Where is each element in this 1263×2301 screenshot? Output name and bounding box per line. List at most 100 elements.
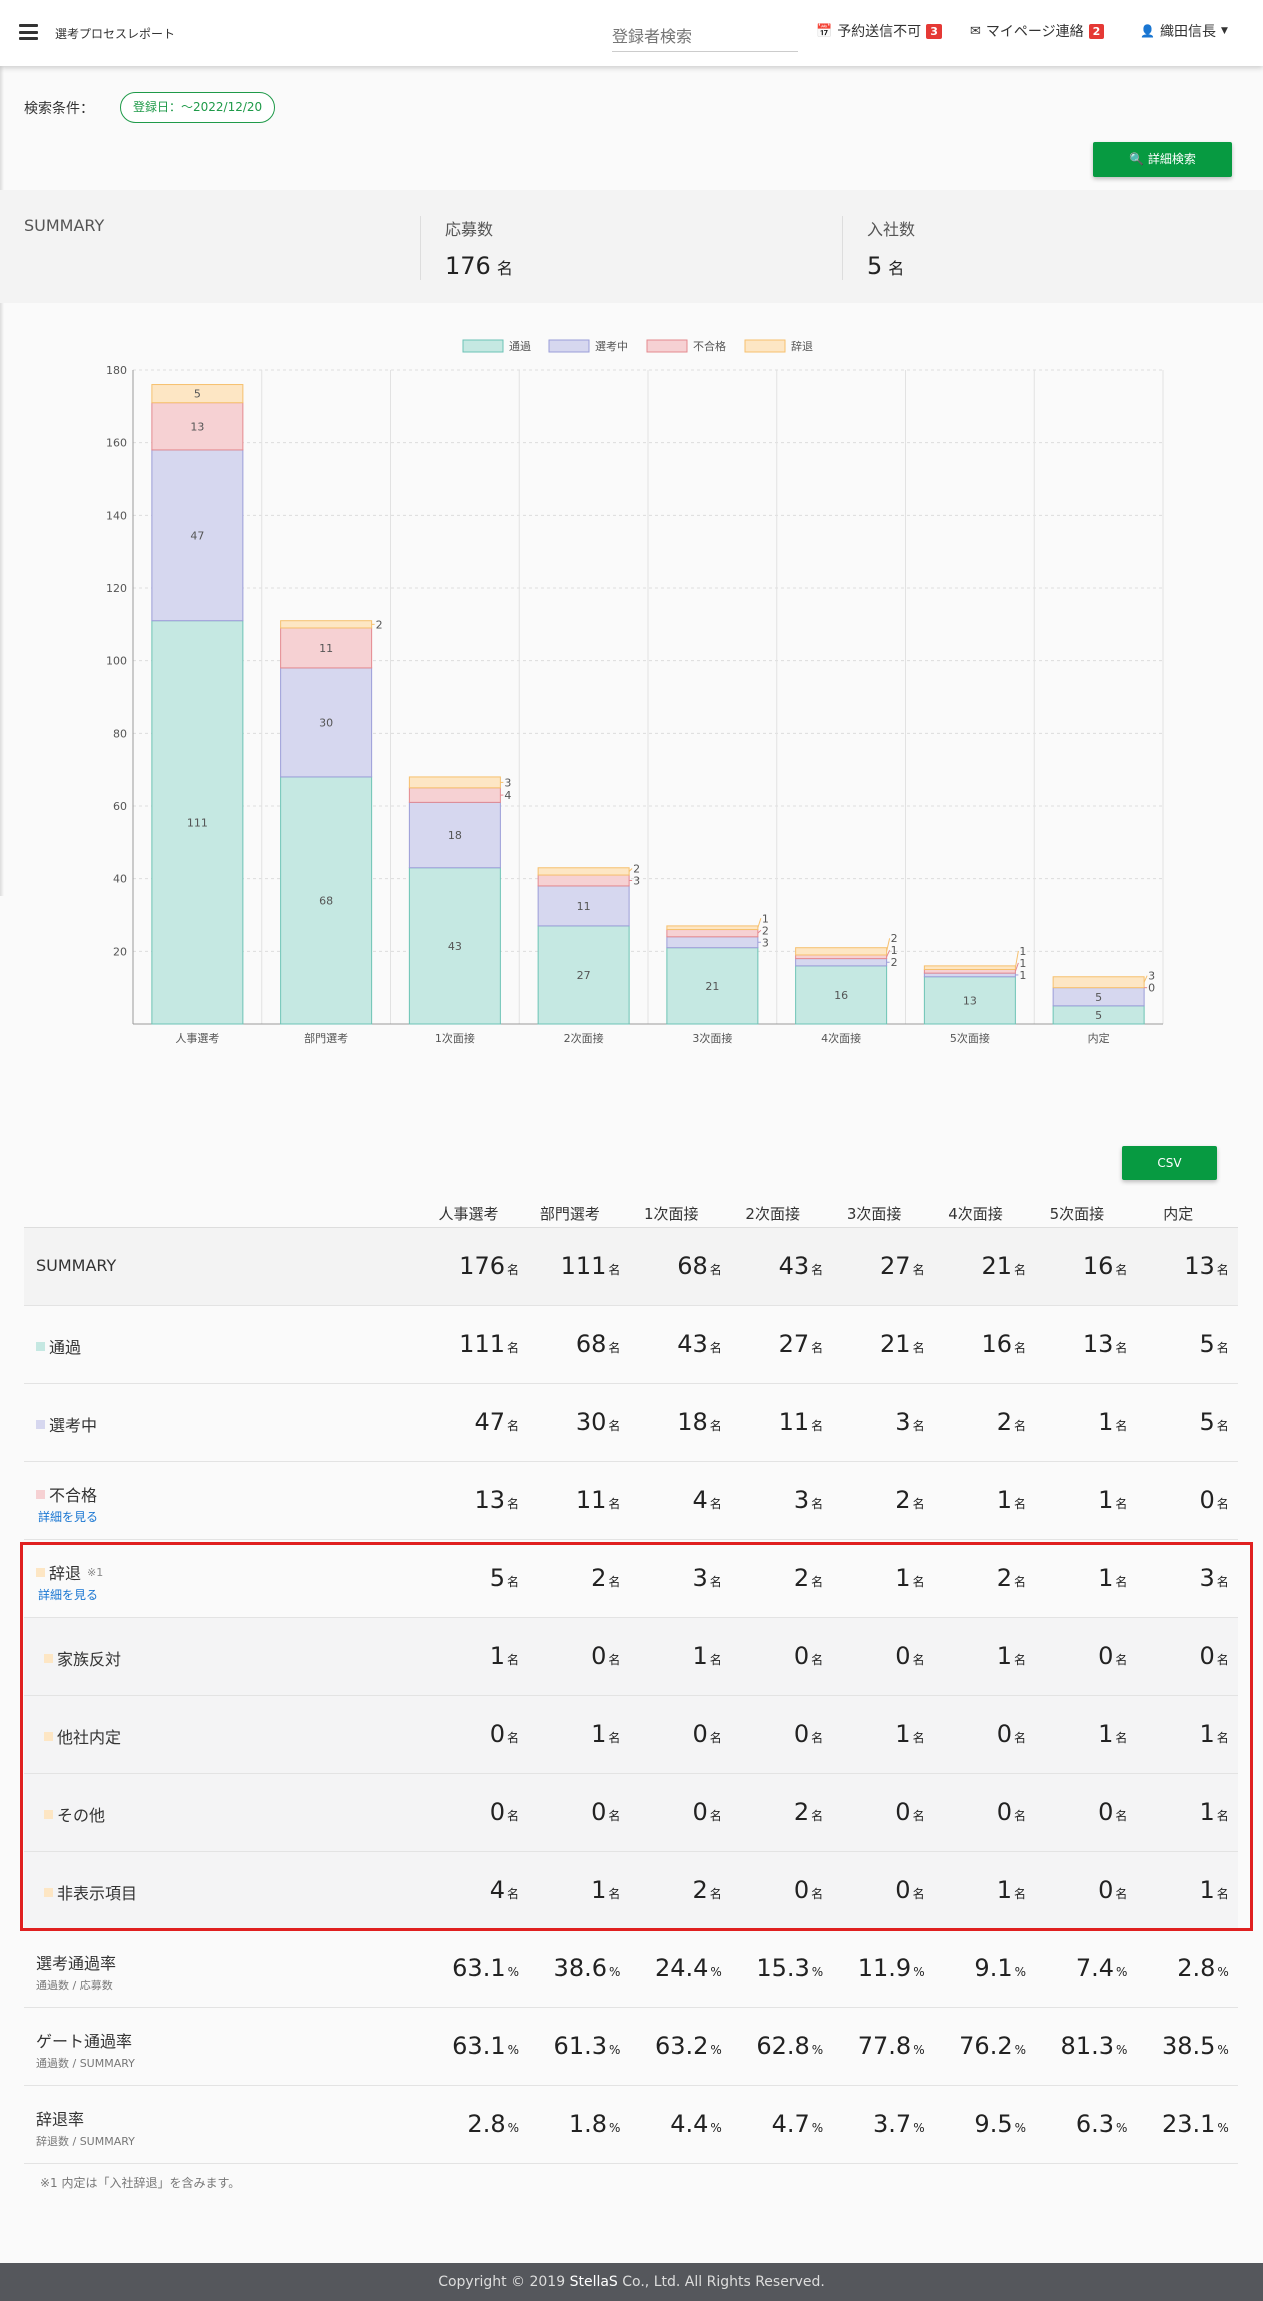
applicants-stat: 応募数 176 名 [445,216,513,280]
table-cell: 13 名 [1082,1330,1128,1358]
table-cell: 3.7% [873,2110,925,2138]
table-cell: 27 名 [880,1252,925,1280]
details-link[interactable]: 詳細を見る [38,1588,99,1602]
table-row: 不合格 詳細を見る 13 名 11 名 4 名 3 名 2 名 1 名 1 名 0 名 [24,1462,1238,1540]
table-cell: 4.4% [670,2110,722,2138]
hires-label: 入社数 [867,220,916,239]
user-icon: 👤 [1140,24,1155,38]
table-cell: 9.1% [974,1954,1026,1982]
filter-chip[interactable]: 登録日：～2022/12/20 [120,92,276,123]
table-cell: 77.8% [857,2032,925,2060]
data-label: 1 [762,912,769,925]
user-menu[interactable]: 👤 織田信長 ▼ [1140,21,1228,41]
x-tick-label: 1次面接 [435,1031,475,1045]
filter-label: 検索条件： [24,101,94,117]
bar-segment [537,867,630,876]
brand: StellaS [569,2274,618,2290]
table-row: 他社内定 0 名 1 名 0 名 0 名 1 名 0 名 1 名 1 名 [24,1696,1238,1774]
bar-segment [408,787,501,803]
data-label: 13 [190,420,204,433]
user-name: 織田信長 [1159,24,1216,40]
y-tick-label: 20 [113,945,127,958]
csv-export-button[interactable]: CSV [1122,1146,1217,1180]
x-tick-label: 人事選考 [175,1032,219,1045]
y-tick-label: 80 [113,727,127,740]
applicants-value: 176 [445,252,491,280]
bar-segment [795,958,888,967]
bar-segment [280,620,373,629]
details-link[interactable]: 詳細を見る [38,1510,99,1524]
label-leader [628,868,633,872]
bar-segment [795,965,888,1025]
table-row: 選考通過率 通過数 / 応募数 63.1% 38.6% 24.4% 15.3% 11.9% 9… [24,1930,1238,2008]
table-row: SUMMARY 176 名 111 名 68 名 43 名 27 名 21 名 16 名 13 名 [24,1228,1238,1306]
caret-down-icon: ▼ [1220,26,1228,36]
bar-segment [923,969,1016,974]
data-label: 30 [319,716,333,729]
legend-label: 選考中 [595,340,628,353]
summary-title: SUMMARY [24,216,105,235]
registrant-search-input[interactable] [612,18,798,52]
count-badge: 3 [926,23,942,39]
bar-segment [666,947,759,1025]
table-cell: 63.2% [654,2032,722,2060]
data-label: 21 [705,980,719,993]
row-label: 非表示項目 [44,1880,137,1904]
label-leader [757,929,762,934]
bar-segment [408,801,501,869]
data-label: 1 [891,944,898,957]
y-tick-label: 100 [106,655,127,668]
column-header: 1次面接 [644,1205,699,1223]
data-label: 111 [187,816,208,829]
legend-swatch-icon [44,1653,53,1663]
table-row: 辞退 ※1 詳細を見る 5 名 2 名 3 名 2 名 1 名 2 名 1 名 3 名 [24,1540,1238,1618]
data-label: 18 [448,829,462,842]
bar-segment [537,874,630,887]
data-label: 5 [1095,1009,1102,1022]
table-cell: 38.6% [553,1954,621,1982]
legend-swatch-icon [36,1567,45,1577]
nav-mypage-contact[interactable]: ✉ マイページ連絡 2 [970,21,1105,41]
label-leader [757,918,762,928]
nav-reservation-failed[interactable]: 📅 予約送信不可 3 [816,21,942,41]
table-cell: 30 名 [575,1408,621,1436]
data-label: 1 [1019,945,1026,958]
table-cell: 15.3% [756,1954,824,1982]
stacked-bar-chart: 2040608010012014016018011147135人事選考68301… [106,339,1164,1045]
y-tick-label: 140 [106,509,127,522]
legend-swatch-icon [44,1809,53,1819]
bar-segment [537,885,630,927]
table-cell: 16 名 [1082,1252,1128,1280]
table-cell: 2.8% [1177,1954,1229,1982]
legend-swatch [744,339,786,353]
table-cell: 9.5% [974,2110,1026,2138]
table-cell: 21 名 [880,1330,925,1358]
table-row: 通過 111 名 68 名 43 名 27 名 21 名 16 名 13 名 5 名 [24,1306,1238,1384]
legend-swatch [548,339,590,353]
table-cell: 81.3% [1060,2032,1128,2060]
hamburger-menu-icon[interactable] [19,24,38,40]
bar-segment [280,627,373,669]
column-header: 内定 [1163,1205,1194,1223]
bar-segment [151,402,244,451]
bar-segment [795,947,888,956]
bar-segment [151,620,244,1025]
table-cell: 13 名 [474,1486,519,1514]
hires-value: 5 [867,252,883,280]
divider [420,216,421,280]
advanced-search-button[interactable]: 🔍 詳細検索 [1093,142,1232,177]
data-label: 1 [1019,957,1026,970]
